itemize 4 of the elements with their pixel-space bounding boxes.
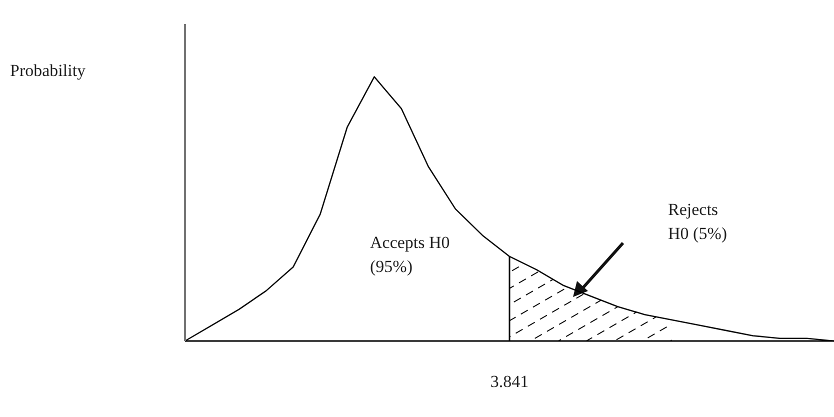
annotation: Rejects H0 (5%): [668, 200, 728, 243]
text: 3.841: [490, 372, 529, 391]
annotation: Accepts H0 (95%): [370, 233, 450, 276]
text: Probability: [10, 61, 86, 80]
